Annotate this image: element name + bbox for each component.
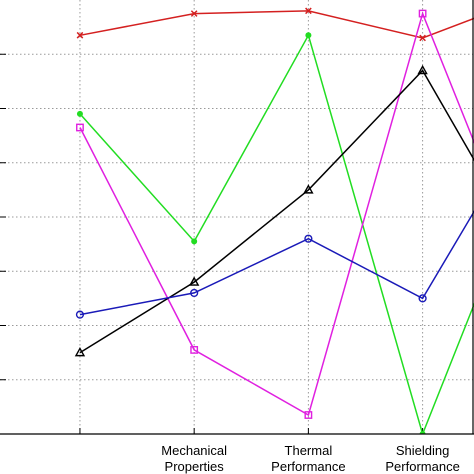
series-line-1	[79, 10, 474, 39]
series-2-point	[76, 110, 83, 117]
series-4-point	[303, 184, 314, 194]
series-4-point	[74, 346, 86, 357]
series-4-point	[188, 276, 200, 286]
x-tick-labels: MechanicalPropertiesThermalPerformanceSh…	[161, 443, 460, 474]
x-tick-label-line1: Mechanical	[161, 443, 227, 458]
x-tick-label-line2: Performance	[385, 459, 459, 474]
grid-layer	[0, 0, 474, 434]
series-3-point	[418, 9, 427, 18]
series-1-point	[305, 7, 312, 15]
series-4-point	[417, 64, 428, 75]
series-2-point	[191, 238, 198, 245]
x-marker-stroke	[419, 34, 426, 42]
x-marker-stroke	[190, 10, 198, 17]
series-layer	[74, 7, 474, 434]
series-line-2	[79, 33, 474, 434]
series-5-point	[418, 294, 427, 303]
series-line-5	[79, 210, 474, 316]
series-2-point	[305, 32, 312, 39]
x-marker-stroke	[305, 7, 312, 15]
series-3-point	[190, 346, 199, 354]
series-line-4	[79, 69, 474, 354]
series-1-point	[190, 10, 198, 17]
x-tick-label-line2: Properties	[165, 459, 225, 474]
series-line-3	[79, 11, 474, 417]
series-1-point	[419, 34, 426, 42]
x-tick-label-line1: Shielding	[396, 443, 450, 458]
series-3-point	[76, 123, 84, 132]
series-5-point	[304, 234, 313, 243]
x-tick-label-line2: Performance	[271, 459, 345, 474]
x-tick-label-line1: Thermal	[285, 443, 333, 458]
series-1-point	[76, 31, 84, 39]
x-marker-stroke	[76, 31, 84, 39]
series-5-point	[75, 310, 85, 319]
series-2-point	[419, 431, 426, 434]
series-5-point	[190, 288, 199, 298]
series-3-point	[304, 411, 313, 419]
